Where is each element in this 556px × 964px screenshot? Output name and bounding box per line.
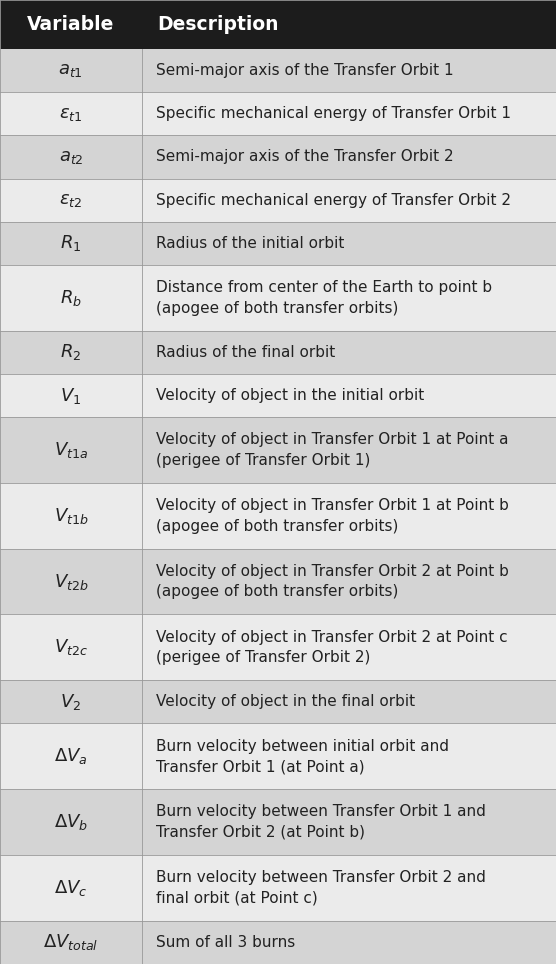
Bar	[0, 483, 556, 549]
Bar	[0, 178, 556, 222]
Text: Sum of all 3 burns: Sum of all 3 burns	[156, 935, 295, 950]
Text: $\Delta V_{c}$: $\Delta V_{c}$	[54, 878, 88, 897]
Bar	[0, 135, 556, 178]
Text: Radius of the initial orbit: Radius of the initial orbit	[156, 236, 344, 251]
Text: Semi-major axis of the Transfer Orbit 2: Semi-major axis of the Transfer Orbit 2	[156, 149, 453, 165]
Text: Description: Description	[157, 14, 279, 34]
Bar	[0, 549, 556, 614]
Text: Velocity of object in Transfer Orbit 1 at Point b
(apogee of both transfer orbit: Velocity of object in Transfer Orbit 1 a…	[156, 498, 509, 533]
Text: Distance from center of the Earth to point b
(apogee of both transfer orbits): Distance from center of the Earth to poi…	[156, 281, 492, 315]
Text: Velocity of object in the initial orbit: Velocity of object in the initial orbit	[156, 388, 424, 403]
Text: Velocity of object in Transfer Orbit 2 at Point b
(apogee of both transfer orbit: Velocity of object in Transfer Orbit 2 a…	[156, 564, 509, 600]
Text: Velocity of object in the final orbit: Velocity of object in the final orbit	[156, 694, 415, 710]
Text: Burn velocity between initial orbit and
Transfer Orbit 1 (at Point a): Burn velocity between initial orbit and …	[156, 738, 449, 774]
Bar	[0, 222, 556, 265]
Text: Radius of the final orbit: Radius of the final orbit	[156, 345, 335, 360]
Text: Velocity of object in Transfer Orbit 2 at Point c
(perigee of Transfer Orbit 2): Velocity of object in Transfer Orbit 2 a…	[156, 629, 508, 665]
Bar	[0, 265, 556, 331]
Bar	[0, 331, 556, 374]
Text: Specific mechanical energy of Transfer Orbit 1: Specific mechanical energy of Transfer O…	[156, 106, 511, 121]
Bar	[0, 681, 556, 723]
Text: Burn velocity between Transfer Orbit 1 and
Transfer Orbit 2 (at Point b): Burn velocity between Transfer Orbit 1 a…	[156, 804, 485, 840]
Text: $V_{t2b}$: $V_{t2b}$	[53, 572, 88, 592]
Text: $V_{2}$: $V_{2}$	[61, 692, 81, 711]
Bar	[0, 790, 556, 855]
Text: $\Delta V_{a}$: $\Delta V_{a}$	[54, 746, 88, 766]
Text: $R_{1}$: $R_{1}$	[60, 233, 82, 254]
Text: $R_{2}$: $R_{2}$	[60, 342, 82, 362]
Text: $a_{t2}$: $a_{t2}$	[58, 147, 83, 166]
Text: $\varepsilon_{t2}$: $\varepsilon_{t2}$	[59, 191, 83, 209]
Text: $V_{t2c}$: $V_{t2c}$	[54, 637, 88, 657]
Text: $\Delta V_{total}$: $\Delta V_{total}$	[43, 932, 98, 952]
Bar	[0, 723, 556, 790]
Text: $\varepsilon_{t1}$: $\varepsilon_{t1}$	[59, 105, 83, 122]
Text: $V_{t1a}$: $V_{t1a}$	[54, 440, 88, 460]
Text: $R_{b}$: $R_{b}$	[60, 288, 82, 308]
Bar	[0, 0, 556, 49]
Text: $V_{t1b}$: $V_{t1b}$	[53, 506, 88, 525]
Bar	[0, 49, 556, 93]
Text: Velocity of object in Transfer Orbit 1 at Point a
(perigee of Transfer Orbit 1): Velocity of object in Transfer Orbit 1 a…	[156, 433, 508, 468]
Text: $a_{t1}$: $a_{t1}$	[58, 62, 83, 79]
Bar	[0, 93, 556, 135]
Bar	[0, 614, 556, 681]
Bar	[0, 921, 556, 964]
Text: Semi-major axis of the Transfer Orbit 1: Semi-major axis of the Transfer Orbit 1	[156, 63, 453, 78]
Text: Specific mechanical energy of Transfer Orbit 2: Specific mechanical energy of Transfer O…	[156, 193, 511, 207]
Text: Burn velocity between Transfer Orbit 2 and
final orbit (at Point c): Burn velocity between Transfer Orbit 2 a…	[156, 870, 485, 905]
Bar	[0, 855, 556, 921]
Bar	[0, 417, 556, 483]
Text: Variable: Variable	[27, 14, 115, 34]
Text: $V_{1}$: $V_{1}$	[60, 386, 82, 406]
Text: $\Delta V_{b}$: $\Delta V_{b}$	[54, 812, 88, 832]
Bar	[0, 374, 556, 417]
